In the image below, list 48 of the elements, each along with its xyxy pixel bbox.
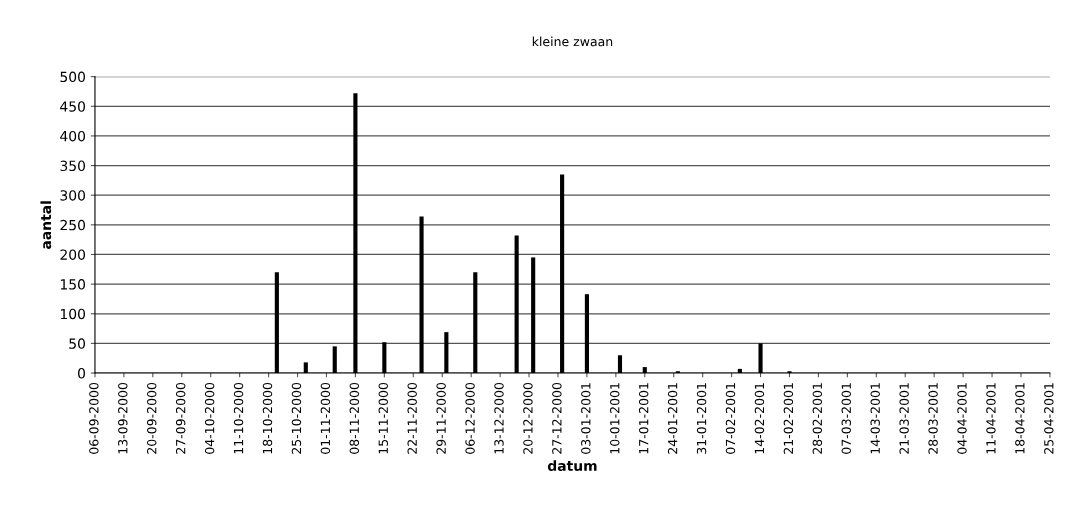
- x-tick-label: 20-09-2000: [147, 382, 157, 454]
- x-tick-label: 18-04-2001: [1015, 383, 1025, 454]
- x-tick-label: 11-04-2001: [986, 383, 996, 454]
- x-tick-label: 31-01-2001: [696, 383, 707, 454]
- y-axis-title: aantal: [40, 201, 52, 249]
- x-tick-label: 25-04-2001: [1044, 383, 1054, 454]
- x-tick-label: 11-10-2000: [233, 382, 244, 454]
- x-tick-label: 14-02-2001: [754, 383, 765, 454]
- x-tick-label: 10-01-2001: [610, 383, 620, 454]
- x-tick-label: 20-12-2000: [523, 382, 533, 454]
- x-tick-label: 06-09-2000: [89, 382, 99, 454]
- chart-title: kleine zwaan: [532, 36, 613, 47]
- x-tick-label: 17-01-2001: [638, 383, 649, 454]
- x-tick-label: 04-10-2000: [204, 382, 215, 454]
- y-tick-label: 450: [60, 101, 86, 112]
- y-tick-label: 500: [60, 71, 86, 83]
- x-tick-label: 27-09-2000: [175, 382, 186, 454]
- y-tick-label: 150: [60, 279, 86, 290]
- x-tick-label: 27-12-2000: [552, 382, 562, 454]
- x-tick-label: 01-11-2000: [320, 382, 331, 454]
- y-tick-label: 50: [69, 338, 86, 349]
- x-tick-label: 24-01-2001: [667, 383, 678, 454]
- x-tick-label: 18-10-2000: [262, 382, 273, 454]
- x-axis-title: datum: [547, 460, 597, 472]
- y-tick-label: 100: [60, 308, 86, 320]
- x-tick-label: 07-02-2001: [725, 383, 736, 454]
- y-tick-label: 350: [60, 160, 86, 172]
- y-tick-label: 200: [60, 249, 86, 260]
- x-tick-label: 15-11-2000: [378, 382, 388, 454]
- x-tick-label: 21-02-2001: [783, 383, 794, 454]
- x-tick-label: 07-03-2001: [841, 383, 851, 454]
- y-tick-label: 250: [60, 219, 86, 231]
- x-tick-label: 28-02-2001: [812, 383, 823, 454]
- x-tick-label: 03-01-2001: [581, 383, 591, 454]
- x-tick-label: 29-11-2000: [436, 382, 446, 454]
- x-tick-label: 04-04-2001: [957, 383, 967, 454]
- x-tick-label: 14-03-2001: [870, 383, 880, 454]
- x-tick-label: 25-10-2000: [291, 382, 302, 454]
- x-tick-label: 22-11-2000: [407, 382, 417, 454]
- x-tick-label: 13-09-2000: [118, 382, 128, 454]
- y-tick-label: 0: [78, 368, 86, 379]
- x-tick-label: 13-12-2000: [494, 382, 504, 454]
- x-tick-label: 06-12-2000: [465, 382, 475, 454]
- x-tick-label: 08-11-2000: [349, 382, 360, 454]
- y-tick-label: 300: [60, 190, 86, 201]
- x-tick-label: 21-03-2001: [899, 383, 909, 454]
- y-tick-label: 400: [60, 130, 86, 142]
- x-tick-label: 28-03-2001: [928, 383, 938, 454]
